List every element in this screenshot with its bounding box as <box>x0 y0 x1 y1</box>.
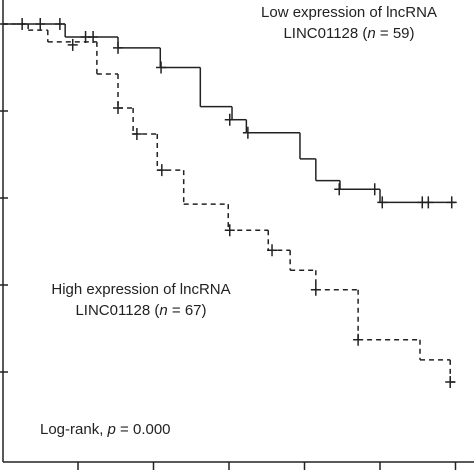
censor-mark <box>156 164 167 177</box>
censor-mark <box>224 224 235 237</box>
annotation: High expression of lncRNA <box>51 281 230 298</box>
annotation: LINC01128 (n = 67) <box>75 302 206 319</box>
annotation-part: LINC01128 ( <box>283 25 367 42</box>
annotation-part: p <box>107 421 116 438</box>
censor-mark <box>113 101 124 114</box>
censor-mark <box>446 196 457 209</box>
annotation-part: Log-rank, <box>40 421 108 438</box>
censor-mark <box>113 41 124 54</box>
annotation: Log-rank, p = 0.000 <box>40 421 171 438</box>
censor-mark <box>67 38 78 51</box>
censor-mark <box>310 283 321 296</box>
censor-mark <box>267 244 278 257</box>
annotation-part: = 67) <box>168 302 207 319</box>
annotation-part: n <box>159 302 167 319</box>
censor-mark <box>156 61 167 74</box>
annotation-part: n <box>367 25 375 42</box>
censor-mark <box>369 183 380 196</box>
censor-mark <box>423 196 434 209</box>
annotation-part: = 59) <box>376 25 415 42</box>
survival-curve <box>2 18 457 209</box>
censor-mark <box>334 183 345 196</box>
censor-mark <box>353 333 364 346</box>
censor-mark <box>131 128 142 141</box>
annotation-part: Low expression of lncRNA <box>261 4 437 21</box>
annotation-part: = 0.000 <box>116 421 171 438</box>
annotation-part: LINC01128 ( <box>75 302 159 319</box>
censor-mark <box>224 113 235 126</box>
censor-mark <box>445 376 456 389</box>
censor-mark <box>54 18 65 30</box>
censor-mark <box>377 196 388 209</box>
annotation-part: High expression of lncRNA <box>51 281 230 298</box>
censor-mark <box>35 18 46 30</box>
censor-mark <box>88 31 99 44</box>
censor-mark <box>242 126 253 139</box>
annotation: Low expression of lncRNA <box>261 4 437 21</box>
survival-curve <box>2 23 456 389</box>
annotation: LINC01128 (n = 59) <box>283 25 414 42</box>
